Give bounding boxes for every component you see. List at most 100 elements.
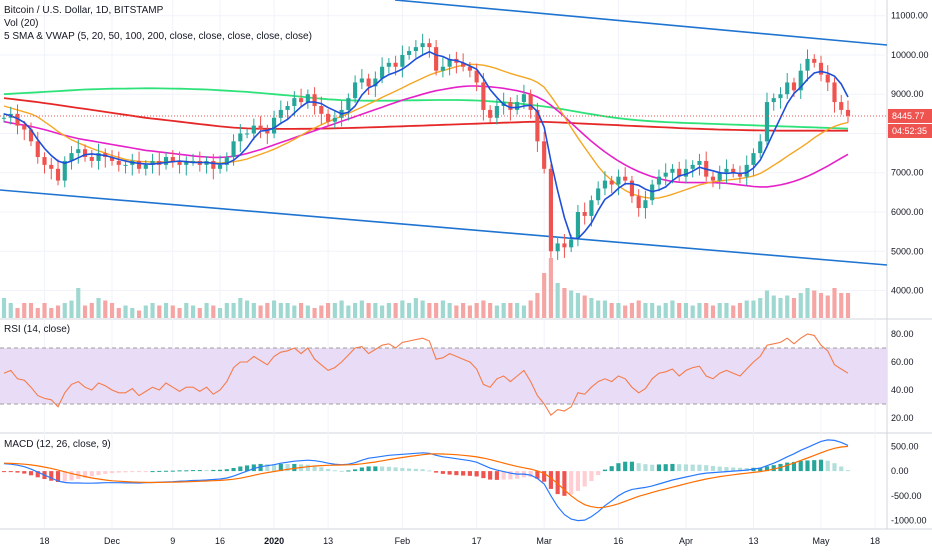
candle-body xyxy=(521,94,526,103)
macd-y-tick-label: 500.00 xyxy=(891,441,919,451)
macd-histogram-bar xyxy=(251,464,256,472)
macd-histogram-bar xyxy=(461,471,466,476)
volume-bar xyxy=(278,303,283,318)
candle-body xyxy=(663,172,668,177)
candle-body xyxy=(170,157,175,161)
macd-histogram-bar xyxy=(481,471,486,479)
volume-bar xyxy=(28,303,34,318)
candle-body xyxy=(562,243,567,248)
candle-body xyxy=(299,98,304,103)
candle-body xyxy=(278,109,283,118)
candle-body xyxy=(791,82,797,91)
volume-bar xyxy=(163,303,169,318)
macd-histogram-bar xyxy=(89,471,94,477)
macd-histogram-bar xyxy=(109,471,115,474)
macd-histogram-bar xyxy=(569,471,574,495)
volume-bar xyxy=(359,300,364,318)
candle-body xyxy=(636,196,641,209)
volume-bar xyxy=(542,273,547,318)
macd-histogram-bar xyxy=(204,470,209,472)
volume-bar xyxy=(785,295,790,318)
candle-body xyxy=(427,43,432,48)
candle-body xyxy=(116,160,121,165)
ma-label[interactable]: 5 SMA & VWAP (5, 20, 50, 100, 200, close… xyxy=(4,31,312,42)
candle-body xyxy=(380,66,385,79)
volume-bar xyxy=(407,303,412,318)
volume-bar xyxy=(535,293,540,318)
volume-bar xyxy=(690,305,695,318)
volume-bar xyxy=(103,300,108,318)
volume-bar xyxy=(832,288,837,318)
candle-body xyxy=(643,200,648,209)
volume-bar xyxy=(683,303,689,318)
candle-body xyxy=(798,70,803,91)
volume-bar xyxy=(265,303,270,318)
candle-body xyxy=(217,164,223,169)
volume-bar xyxy=(238,298,243,318)
volume-bar xyxy=(197,308,202,318)
volume-bar xyxy=(272,300,277,318)
candle-body xyxy=(76,149,81,154)
volume-label[interactable]: Vol (20) xyxy=(4,18,39,29)
macd-histogram-bar xyxy=(839,466,844,472)
volume-bar xyxy=(332,303,337,318)
x-tick-label: Mar xyxy=(536,536,552,546)
volume-bar xyxy=(481,300,486,318)
x-tick-label: 17 xyxy=(472,536,482,546)
macd-histogram-bar xyxy=(818,459,824,472)
macd-histogram-bar xyxy=(629,461,635,472)
macd-histogram-bar xyxy=(69,471,74,481)
y-tick-label: 4000.00 xyxy=(891,286,924,296)
candle-body xyxy=(258,125,263,130)
macd-histogram-bar xyxy=(791,461,797,472)
y-tick-label: 6000.00 xyxy=(891,207,924,217)
volume-bar xyxy=(575,293,580,318)
volume-bar xyxy=(305,305,310,318)
volume-bar xyxy=(373,303,378,318)
volume-bar xyxy=(204,303,209,318)
candle-body xyxy=(778,94,783,99)
volume-bar xyxy=(629,303,635,318)
volume-bar xyxy=(393,303,398,318)
volume-bar xyxy=(461,303,466,318)
rsi-y-tick-label: 40.00 xyxy=(891,385,914,395)
candle-body xyxy=(150,160,155,165)
volume-bar xyxy=(602,300,608,318)
candle-body xyxy=(818,62,824,75)
macd-histogram-bar xyxy=(163,470,169,472)
volume-bar xyxy=(190,305,196,318)
macd-histogram-bar xyxy=(731,467,736,472)
volume-bar xyxy=(845,293,851,318)
candle-body xyxy=(231,141,236,158)
volume-bar xyxy=(474,303,479,318)
candle-body xyxy=(42,157,47,165)
macd-histogram-bar xyxy=(197,470,202,472)
macd-histogram-bar xyxy=(555,471,560,495)
macd-histogram-bar xyxy=(292,463,297,472)
candle-body xyxy=(845,109,851,116)
volume-bar xyxy=(521,305,526,318)
volume-bar xyxy=(184,303,189,318)
volume-bar xyxy=(744,300,749,318)
candle-body xyxy=(683,168,689,177)
candle-body xyxy=(28,129,34,142)
candle-body xyxy=(488,109,493,118)
macd-label[interactable]: MACD (12, 26, close, 9) xyxy=(4,439,111,450)
macd-histogram-bar xyxy=(82,471,88,478)
symbol-title[interactable]: Bitcoin / U.S. Dollar, 1D, BITSTAMP xyxy=(4,5,164,16)
x-tick-label: 2020 xyxy=(264,536,284,546)
volume-bars xyxy=(1,258,851,318)
macd-histogram-bar xyxy=(643,464,648,472)
rsi-label[interactable]: RSI (14, close) xyxy=(4,324,71,335)
y-tick-label: 9000.00 xyxy=(891,89,924,99)
candle-body xyxy=(265,129,270,134)
macd-histogram-bar xyxy=(339,470,344,472)
volume-bar xyxy=(292,305,297,318)
macd-histogram-bar xyxy=(123,471,128,473)
volume-bar xyxy=(312,308,317,318)
candle-body xyxy=(1,117,7,119)
macd-histogram-bar xyxy=(136,471,142,473)
volume-bar xyxy=(737,303,743,318)
volume-bar xyxy=(109,303,115,318)
